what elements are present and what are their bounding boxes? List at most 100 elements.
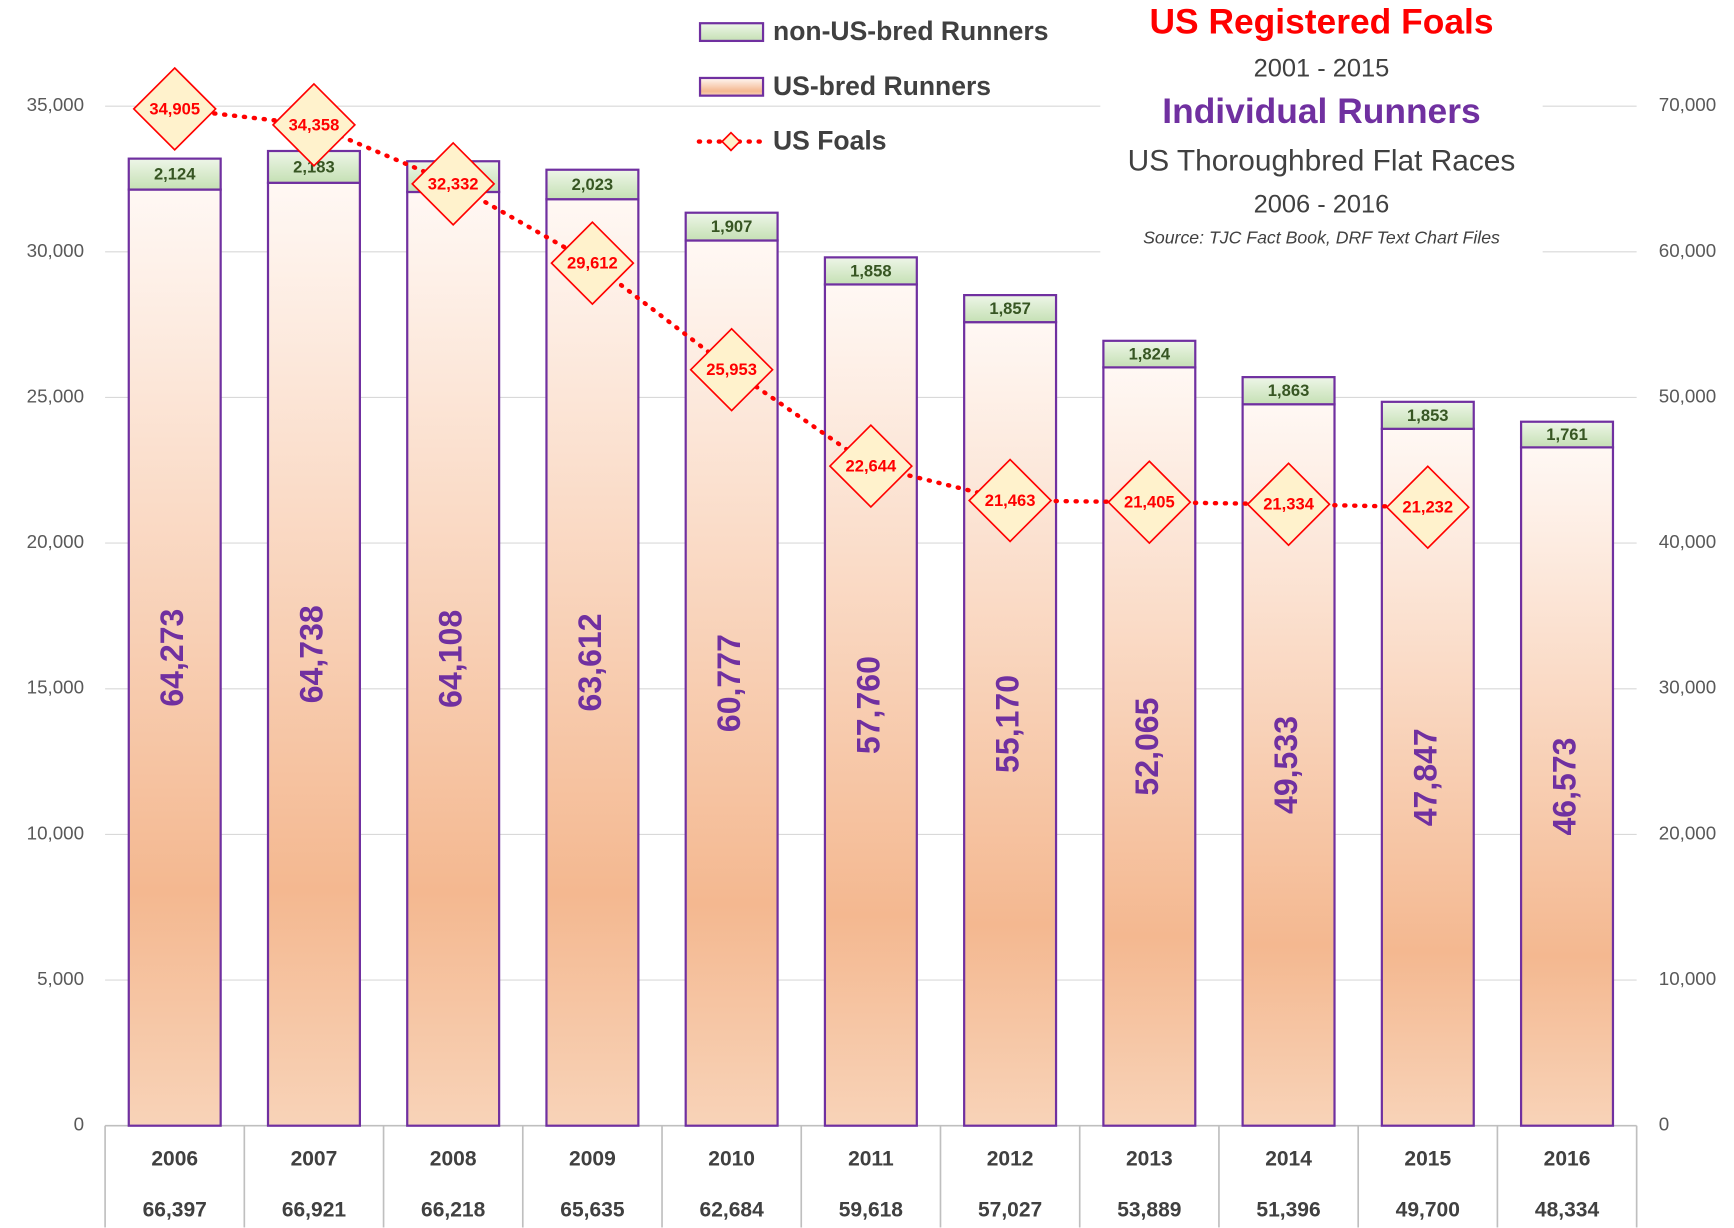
line-value-label: 21,334	[1263, 495, 1314, 514]
x-tick-label: 2007	[291, 1148, 338, 1171]
y2-tick-label: 10,000	[1659, 968, 1716, 989]
y-tick-label: 0	[74, 1114, 84, 1135]
x-tick-label: 2006	[151, 1148, 198, 1171]
total-label: 51,396	[1256, 1198, 1320, 1221]
bar-value-label: 64,108	[433, 610, 469, 708]
chart-title: Source: TJC Fact Book, DRF Text Chart Fi…	[1143, 228, 1500, 248]
bar	[1102, 339, 1197, 369]
line-marker	[271, 82, 357, 167]
y2-tick-label: 30,000	[1659, 677, 1716, 698]
x-tick-label: 2012	[987, 1148, 1034, 1171]
line-value-label: 32,332	[428, 174, 479, 193]
total-label: 59,618	[839, 1198, 904, 1221]
bar-value-label: 1,863	[1268, 381, 1310, 400]
bar	[1380, 400, 1475, 430]
y-tick-label: 30,000	[27, 240, 84, 261]
bar	[1519, 420, 1615, 449]
x-tick-label: 2008	[430, 1148, 477, 1171]
legend-swatch	[720, 131, 742, 152]
bar-value-label: 1,761	[1546, 425, 1588, 444]
bar	[127, 188, 222, 1127]
bar	[1519, 446, 1615, 1127]
bar-value-label: 49,533	[1268, 716, 1304, 814]
bar-value-label: 1,853	[1407, 406, 1449, 425]
title-backdrop	[1100, 0, 1543, 261]
total-label: 66,218	[421, 1198, 486, 1221]
y2-tick-label: 0	[1659, 1114, 1669, 1135]
chart-title: Individual Runners	[1162, 92, 1480, 131]
legend-swatch	[698, 76, 765, 97]
y2-tick-label: 50,000	[1659, 385, 1716, 406]
total-label: 66,921	[282, 1198, 347, 1221]
line-value-label: 29,612	[567, 254, 618, 273]
bar-value-label: 1,858	[850, 261, 892, 280]
chart-title: US Thoroughbred Flat Races	[1128, 144, 1516, 177]
x-tick-label: 2013	[1126, 1148, 1173, 1171]
y-tick-label: 35,000	[27, 94, 84, 115]
line-marker	[1246, 462, 1331, 547]
bar	[963, 321, 1058, 1127]
x-tick-label: 2014	[1265, 1148, 1312, 1171]
x-tick-label: 2011	[848, 1148, 894, 1171]
bar-value-label: 1,907	[711, 217, 753, 236]
total-label: 48,334	[1535, 1198, 1600, 1221]
line-marker	[1107, 460, 1192, 545]
total-label: 57,027	[978, 1198, 1042, 1221]
line-marker	[411, 141, 496, 226]
x-tick-label: 2015	[1404, 1148, 1451, 1171]
total-label: 53,889	[1117, 1198, 1181, 1221]
bar-value-label: 2,023	[572, 175, 614, 194]
chart-title: US Registered Foals	[1149, 3, 1493, 42]
total-label: 66,397	[143, 1198, 207, 1221]
y2-tick-label: 40,000	[1659, 531, 1716, 552]
bar-value-label: 52,065	[1129, 698, 1165, 796]
line-marker	[132, 66, 217, 152]
legend-swatch	[698, 22, 765, 43]
total-label: 62,684	[700, 1198, 765, 1221]
y2-tick-label: 20,000	[1659, 822, 1716, 843]
y2-tick-label: 60,000	[1659, 240, 1716, 261]
bar	[963, 294, 1058, 324]
bar-value-label: 64,273	[154, 609, 190, 707]
bar	[684, 211, 779, 242]
line-value-label: 21,405	[1124, 493, 1175, 512]
y-tick-label: 5,000	[37, 968, 84, 989]
y-tick-label: 15,000	[27, 677, 84, 698]
bar-value-label: 47,847	[1407, 728, 1443, 826]
line-value-label: 34,905	[149, 99, 200, 118]
bar-value-label: 46,573	[1546, 738, 1582, 836]
bar-value-label: 55,170	[990, 675, 1026, 773]
line-value-label: 22,644	[846, 457, 897, 476]
bar	[1241, 376, 1336, 406]
bar	[823, 256, 918, 286]
y-tick-label: 20,000	[27, 531, 84, 552]
bar-value-label: 57,760	[850, 656, 886, 754]
total-label: 49,700	[1396, 1198, 1460, 1221]
y-tick-label: 10,000	[27, 822, 84, 843]
line-marker	[968, 458, 1053, 543]
line-value-label: 21,463	[985, 491, 1036, 510]
y2-tick-label: 70,000	[1659, 94, 1716, 115]
x-tick-label: 2016	[1544, 1148, 1591, 1171]
total-label: 65,635	[560, 1198, 625, 1221]
y-tick-label: 25,000	[27, 385, 84, 406]
bar	[406, 190, 501, 1127]
chart-title: 2001 - 2015	[1254, 54, 1390, 82]
bar	[127, 157, 222, 191]
legend-label: US Foals	[773, 126, 886, 156]
bar	[266, 181, 361, 1127]
line-marker	[828, 424, 913, 509]
line-value-label: 34,358	[289, 115, 340, 134]
line-marker	[1385, 465, 1470, 550]
bar-value-label: 1,857	[989, 299, 1031, 318]
bar-value-label: 64,738	[293, 605, 329, 703]
line-value-label: 25,953	[706, 360, 757, 379]
bar	[545, 168, 640, 201]
bar-value-label: 2,124	[154, 165, 196, 184]
x-tick-label: 2010	[708, 1148, 755, 1171]
bar-value-label: 63,612	[572, 613, 608, 711]
bar-value-label: 1,824	[1129, 345, 1171, 364]
x-tick-label: 2009	[569, 1148, 616, 1171]
